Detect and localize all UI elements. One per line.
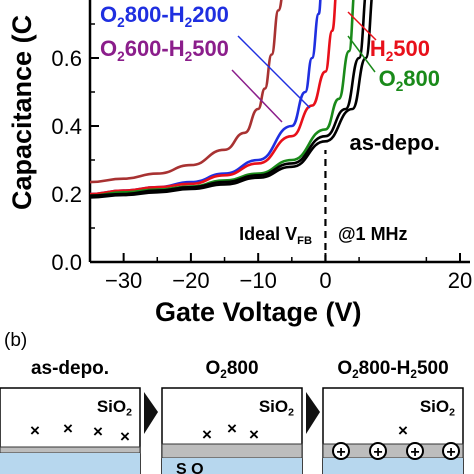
x-tick-label: −30: [105, 268, 142, 293]
series-line-O2600-H2500: [89, 0, 283, 184]
frequency-annotation: @1 MHz: [338, 224, 408, 244]
legend-label-O2800-H2200: O2800-H2200: [100, 2, 229, 30]
legend-label-H2500: H2500: [370, 36, 430, 64]
defect-mark: ×: [93, 422, 103, 441]
legend-pointer-O2600-H2500: [231, 69, 283, 123]
schematic-panel-1: as-depo. SiO2 × × × ×: [0, 358, 158, 474]
chart-axes: −30 −20 −10 0 20 0.0 0.2 0.4 0.6 0.8: [51, 0, 472, 293]
ideal-vfb-annotation: Ideal VFB: [239, 224, 312, 247]
positive-charge-sign: +: [410, 444, 419, 461]
legend-pointer-H2500: [347, 11, 377, 41]
y-tick-label: 0.4: [51, 114, 82, 139]
interface-layer: [161, 443, 303, 459]
schematic-title: as-depo.: [31, 358, 109, 379]
legend-label-O2600-H2500: O2600-H2500: [100, 36, 229, 64]
defect-mark: ×: [227, 419, 237, 438]
legend-label-O2800: O2800: [379, 66, 440, 94]
chart-series: [89, 0, 373, 199]
series-line-as-depo-1: [89, 0, 367, 197]
positive-charge-sign: +: [446, 444, 455, 461]
y-axis-label: Capacitance (C: [7, 14, 37, 210]
silicon-substrate: [323, 458, 463, 474]
x-axis-label: Gate Voltage (V): [155, 297, 362, 327]
silicon-substrate: [0, 453, 140, 474]
oxide-label: SiO2: [420, 397, 455, 419]
y-tick-label: 0.0: [51, 250, 82, 275]
oxide-label: SiO2: [259, 397, 294, 419]
y-tick-label: 0.8: [51, 0, 82, 3]
process-arrow: [144, 392, 158, 434]
oxide-label: SiO2: [97, 397, 132, 419]
sub-oxide-label: S O: [176, 461, 204, 474]
defect-mark: ×: [30, 421, 40, 440]
defect-mark: ×: [398, 421, 408, 440]
positive-charge-mark: [406, 442, 424, 460]
positive-charge-mark: [369, 442, 387, 460]
defect-mark: ×: [249, 425, 259, 444]
legend-label-as-depo: as-depo.: [350, 130, 440, 155]
positive-charge-mark: [332, 442, 350, 460]
silicon-substrate: [162, 458, 302, 474]
x-tick-label: −10: [240, 268, 277, 293]
positive-charge-mark: [442, 442, 460, 460]
defect-mark: ×: [63, 419, 73, 438]
x-tick-label: 0: [319, 268, 331, 293]
chart-annotations: Ideal VFB @1 MHz: [239, 224, 407, 247]
process-arrow: [306, 392, 320, 434]
positive-charge-sign: +: [336, 444, 345, 461]
legend-pointer-O2800: [347, 35, 376, 73]
series-line-H2500: [89, 0, 337, 196]
series-line-as-depo-2: [89, 0, 373, 199]
defect-mark: ×: [120, 427, 130, 446]
defect-mark: ×: [202, 425, 212, 444]
schematic-title: O2800-H2500: [337, 358, 448, 381]
positive-charge-sign: +: [373, 444, 382, 461]
x-tick-label: −20: [172, 268, 209, 293]
y-tick-label: 0.2: [51, 182, 82, 207]
x-tick-label: 20: [448, 268, 472, 293]
legend-pointer-O2800-H2200: [237, 35, 311, 109]
y-tick-label: 0.6: [51, 46, 82, 71]
schematic-title: O2800: [205, 358, 258, 381]
interface-layer: [0, 446, 141, 454]
panel-label-b: (b): [4, 330, 28, 351]
